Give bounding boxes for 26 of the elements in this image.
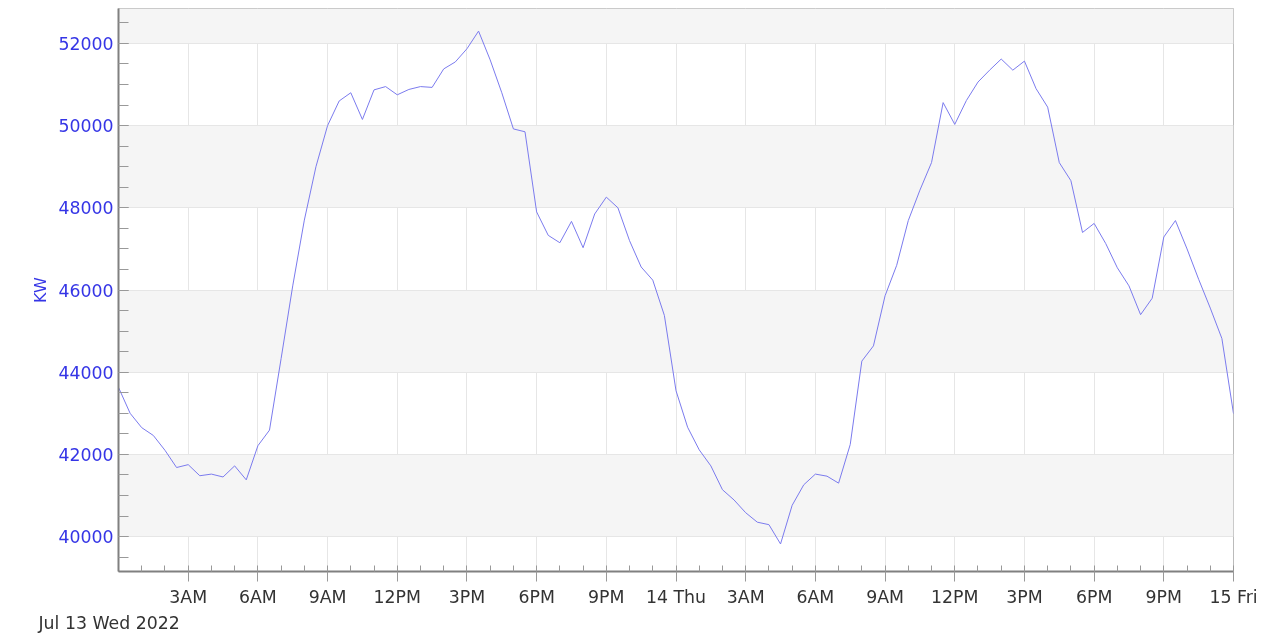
x-tick-label: 9PM: [1145, 586, 1183, 607]
x-tick-label: 3AM: [726, 586, 765, 607]
y-tick-label: 44000: [58, 362, 114, 383]
x-tick-label: 6AM: [796, 586, 835, 607]
x-tick-label: 9AM: [308, 586, 347, 607]
y-tick-label: 50000: [58, 116, 114, 137]
line-series: [118, 30, 1234, 545]
x-tick-label: 3PM: [1006, 586, 1043, 607]
x-tick-label: 12PM: [931, 586, 979, 607]
x-tick-label: 9PM: [588, 586, 625, 607]
x-tick-label: 9AM: [866, 586, 904, 607]
y-tick-label: 40000: [58, 527, 114, 548]
x-tick-label: 12PM: [373, 586, 421, 607]
y-tick-label: 42000: [58, 444, 114, 465]
x-tick-label: 15 Fri: [1209, 586, 1258, 607]
y-tick-label: 48000: [58, 198, 114, 219]
x-tick-label: 14 Thu: [645, 586, 707, 607]
x-tick-label: 3PM: [448, 586, 486, 607]
y-axis-title: KW: [31, 276, 51, 303]
text: Jul 13 Wed 2022: [37, 612, 180, 633]
x-tick-label: 3AM: [169, 586, 208, 607]
x-tick-label: 6AM: [238, 586, 277, 607]
x-tick-label: 6PM: [518, 586, 555, 607]
y-tick-label: 52000: [58, 33, 114, 54]
y-tick-label: 46000: [58, 280, 114, 301]
x-tick-label: 6PM: [1075, 586, 1113, 607]
